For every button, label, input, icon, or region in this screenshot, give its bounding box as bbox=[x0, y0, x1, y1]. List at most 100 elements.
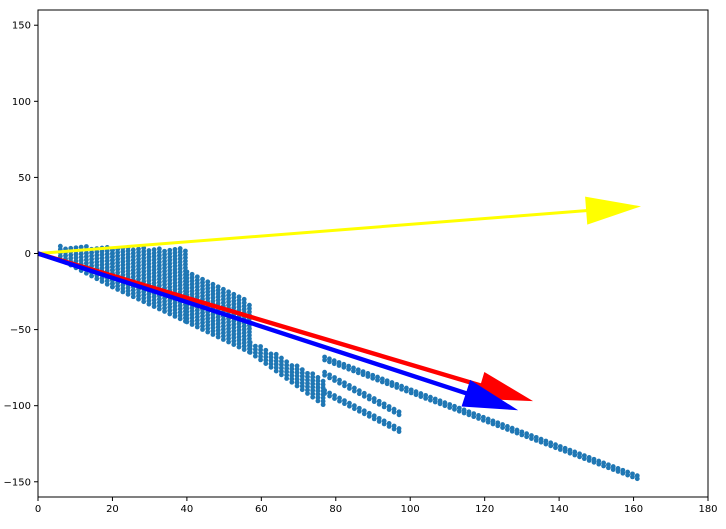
scatter-point bbox=[247, 306, 252, 311]
scatter-point bbox=[136, 276, 141, 282]
scatter-point bbox=[466, 412, 472, 418]
scatter-point bbox=[200, 290, 205, 296]
scatter-point bbox=[273, 365, 279, 371]
scatter-point bbox=[125, 268, 131, 274]
scatter-point bbox=[210, 322, 216, 327]
scatter-point bbox=[375, 377, 380, 383]
scatter-point bbox=[200, 280, 205, 286]
scatter-point bbox=[336, 363, 342, 368]
scatter-point bbox=[156, 303, 162, 309]
scatter-point bbox=[151, 247, 157, 253]
scatter-point bbox=[310, 374, 316, 380]
scatter-point bbox=[130, 291, 136, 296]
scatter-point bbox=[177, 303, 183, 308]
scatter-point bbox=[210, 318, 216, 324]
scatter-point bbox=[284, 359, 290, 365]
scatter-point bbox=[615, 469, 621, 474]
scatter-point bbox=[189, 275, 195, 281]
x-tick-label: 120 bbox=[475, 504, 494, 515]
x-tick-label: 160 bbox=[624, 504, 643, 515]
scatter-point bbox=[258, 354, 263, 359]
scatter-point bbox=[172, 270, 178, 276]
scatter-point bbox=[241, 306, 247, 312]
scatter-point bbox=[231, 322, 237, 327]
scatter-point bbox=[89, 250, 94, 255]
scatter-point bbox=[394, 385, 400, 390]
scatter-point bbox=[177, 256, 183, 261]
scatter-point bbox=[189, 288, 195, 294]
scatter-point bbox=[247, 326, 252, 332]
scatter-point bbox=[146, 298, 152, 304]
scatter-point bbox=[130, 257, 136, 263]
scatter-point bbox=[461, 410, 467, 416]
scatter-point bbox=[315, 378, 321, 384]
scatter-point bbox=[125, 288, 131, 294]
scatter-point bbox=[351, 368, 356, 374]
scatter-point bbox=[596, 461, 602, 467]
scatter-point bbox=[167, 251, 173, 257]
scatter-point bbox=[194, 274, 200, 280]
scatter-point bbox=[184, 272, 190, 278]
scatter-point bbox=[294, 383, 300, 389]
scatter-point bbox=[162, 282, 167, 288]
scatter-point bbox=[231, 325, 237, 331]
y-tick-label: 50 bbox=[18, 173, 31, 184]
scatter-point bbox=[252, 343, 258, 349]
scatter-point bbox=[610, 467, 616, 473]
scatter-point bbox=[130, 264, 136, 270]
scatter-point bbox=[514, 430, 520, 436]
x-axis: 0 20 40 60 80 100 120 140 160 180 bbox=[35, 497, 718, 515]
scatter-point bbox=[268, 354, 274, 360]
scatter-point bbox=[194, 311, 200, 317]
scatter-point bbox=[146, 261, 152, 267]
scatter-point bbox=[194, 321, 200, 327]
scatter-point bbox=[136, 246, 141, 252]
scatter-point bbox=[78, 258, 84, 263]
scatter-point bbox=[125, 285, 131, 291]
scatter-point bbox=[120, 286, 126, 291]
scatter-point bbox=[125, 261, 131, 267]
scatter-point bbox=[141, 295, 147, 301]
scatter-point bbox=[241, 296, 247, 302]
scatter-point bbox=[310, 391, 316, 397]
scatter-point bbox=[294, 370, 300, 375]
scatter-point bbox=[110, 264, 115, 270]
scatter-point bbox=[231, 338, 237, 344]
scatter-point bbox=[258, 350, 263, 356]
scatter-point bbox=[268, 364, 274, 370]
scatter-point bbox=[162, 252, 167, 257]
scatter-point bbox=[99, 259, 105, 264]
scatter-point bbox=[226, 299, 231, 305]
scatter-point bbox=[310, 384, 316, 390]
scatter-point bbox=[146, 271, 152, 277]
scatter-point bbox=[184, 289, 190, 295]
scatter-point bbox=[200, 320, 205, 326]
scatter-point bbox=[241, 330, 247, 336]
y-tick-label: 0 bbox=[25, 249, 31, 260]
scatter-point bbox=[447, 405, 453, 410]
scatter-point bbox=[136, 273, 141, 279]
scatter-point bbox=[125, 255, 131, 260]
scatter-point bbox=[310, 381, 316, 387]
scatter-point bbox=[194, 294, 200, 300]
scatter-point bbox=[509, 428, 515, 434]
scatter-point bbox=[327, 359, 332, 365]
scatter-point bbox=[210, 291, 216, 297]
scatter-point bbox=[471, 414, 477, 420]
x-tick-label: 140 bbox=[550, 504, 569, 515]
scatter-point bbox=[104, 258, 110, 264]
scatter-point bbox=[226, 319, 231, 325]
scatter-point bbox=[557, 447, 563, 452]
scatter-point bbox=[136, 263, 141, 269]
scatter-point bbox=[83, 244, 89, 249]
scatter-point bbox=[115, 256, 121, 262]
scatter-point bbox=[94, 256, 100, 262]
scatter-point bbox=[581, 456, 587, 462]
scatter-point bbox=[241, 347, 247, 352]
scatter-point bbox=[194, 317, 200, 323]
scatter-point bbox=[172, 283, 178, 289]
scatter-point bbox=[210, 298, 216, 304]
scatter-point bbox=[231, 342, 237, 347]
scatter-point bbox=[320, 382, 326, 387]
